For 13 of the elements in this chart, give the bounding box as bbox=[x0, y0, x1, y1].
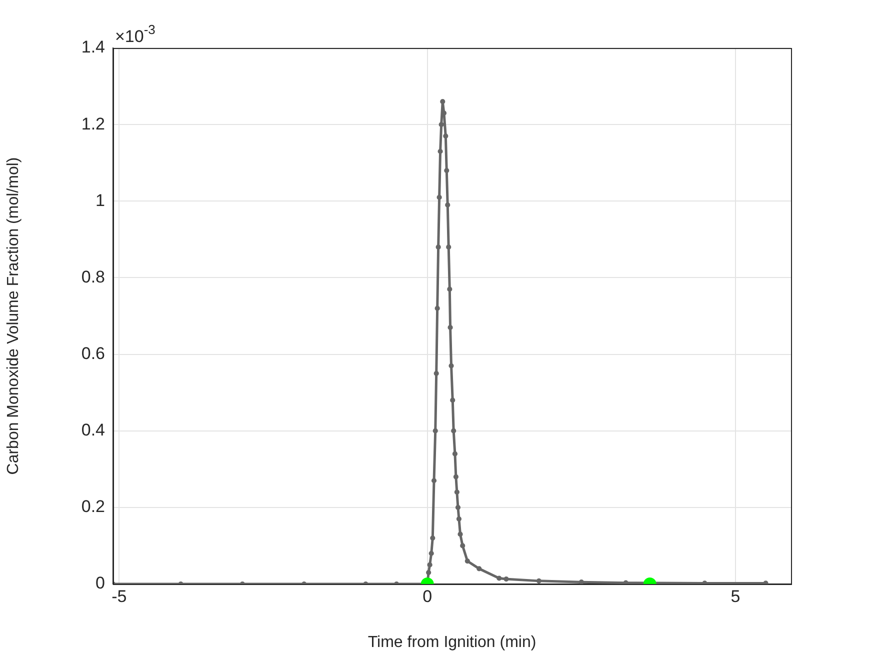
x-tick-label: 5 bbox=[730, 586, 740, 606]
y-tick-label: 0.2 bbox=[81, 497, 105, 516]
y-axis-title: Carbon Monoxide Volume Fraction (mol/mol) bbox=[5, 157, 22, 475]
y-tick-label: 0.6 bbox=[81, 344, 105, 363]
y-tick-label: 0.4 bbox=[81, 420, 105, 440]
x-axis-title: Time from Ignition (min) bbox=[368, 634, 536, 651]
y-tick-label: 1.4 bbox=[81, 38, 105, 57]
y-tick-label: 0 bbox=[96, 574, 105, 593]
y-tick-label: 0.8 bbox=[81, 267, 105, 286]
y-tick-label: 1 bbox=[96, 190, 105, 210]
x-tick-label: 0 bbox=[422, 586, 432, 606]
y-tick-label: 1.2 bbox=[81, 114, 105, 134]
x-tick-label: -5 bbox=[112, 586, 127, 606]
